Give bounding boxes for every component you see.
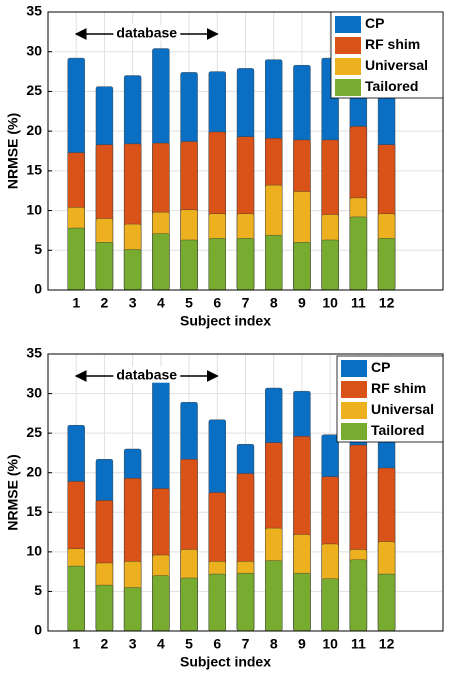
bar (208, 573, 226, 632)
y-tick-label: 25 (26, 82, 42, 98)
y-tick-label: 10 (26, 543, 42, 559)
y-tick-label: 0 (34, 622, 42, 638)
legend-swatch (335, 58, 361, 75)
bar (236, 238, 255, 291)
x-tick-label: 3 (129, 636, 137, 652)
y-tick-label: 20 (26, 122, 42, 138)
y-axis-label: NRMSE (%) (5, 113, 21, 189)
x-tick-label: 11 (351, 295, 366, 311)
bar (377, 238, 396, 291)
y-tick-label: 30 (26, 42, 42, 58)
bar (152, 575, 170, 632)
x-tick-label: 6 (213, 295, 221, 311)
annotation: database (116, 25, 177, 41)
bar (67, 565, 85, 632)
legend-swatch (341, 360, 367, 377)
x-axis-label: Subject index (180, 313, 271, 329)
bar (321, 239, 339, 291)
y-tick-label: 25 (26, 424, 42, 440)
legend-label: RF shim (371, 380, 426, 396)
bar (265, 234, 283, 291)
y-tick-label: 0 (34, 281, 42, 297)
x-tick-label: 5 (185, 636, 193, 652)
x-tick-label: 4 (157, 295, 165, 311)
legend-label: Universal (365, 57, 428, 73)
legend-label: CP (371, 359, 390, 375)
legend-swatch (341, 381, 367, 398)
legend-label: Universal (371, 401, 434, 417)
bar (349, 216, 368, 291)
y-tick-label: 10 (26, 201, 42, 217)
legend-label: Tailored (371, 422, 424, 438)
legend-label: CP (365, 15, 384, 31)
bar (293, 573, 311, 632)
y-tick-label: 5 (34, 241, 42, 257)
bar (180, 239, 198, 291)
bar (349, 559, 368, 632)
bar (293, 242, 311, 291)
axes-box (47, 11, 444, 291)
legend-swatch (341, 423, 367, 440)
x-tick-label: 10 (322, 636, 338, 652)
x-tick-label: 8 (270, 636, 278, 652)
bar (236, 573, 255, 632)
x-tick-label: 7 (242, 636, 250, 652)
legend-swatch (335, 16, 361, 33)
bar (152, 233, 170, 291)
x-tick-label: 9 (298, 295, 306, 311)
bar (377, 573, 396, 632)
bar (180, 577, 198, 632)
x-tick-label: 5 (185, 295, 193, 311)
bar (321, 578, 339, 632)
y-tick-label: 20 (26, 463, 42, 479)
y-axis-label: NRMSE (%) (5, 454, 21, 530)
x-tick-label: 11 (351, 636, 366, 652)
x-tick-label: 2 (101, 636, 109, 652)
x-tick-label: 1 (72, 295, 80, 311)
y-tick-label: 15 (26, 503, 42, 519)
x-tick-label: 12 (379, 636, 395, 652)
bar (208, 238, 226, 291)
y-tick-label: 5 (34, 582, 42, 598)
annotation: database (116, 367, 177, 383)
bar (123, 249, 142, 291)
bar (265, 560, 283, 632)
annotation-bg (113, 366, 181, 383)
x-tick-label: 7 (242, 295, 250, 311)
x-tick-label: 1 (72, 636, 80, 652)
y-tick-label: 15 (26, 162, 42, 178)
bar (67, 227, 85, 291)
bar (95, 242, 114, 291)
legend-swatch (335, 37, 361, 54)
x-tick-label: 8 (270, 295, 278, 311)
y-tick-label: 35 (26, 345, 42, 361)
legend-swatch (335, 79, 361, 96)
y-tick-label: 30 (26, 384, 42, 400)
x-tick-label: 3 (129, 295, 137, 311)
annotation-bg (113, 24, 181, 41)
legend-label: RF shim (365, 36, 420, 52)
x-tick-label: 2 (101, 295, 109, 311)
y-tick-label: 35 (26, 3, 42, 19)
x-tick-label: 9 (298, 636, 306, 652)
legend-swatch (341, 402, 367, 419)
x-tick-label: 6 (213, 636, 221, 652)
x-tick-label: 12 (379, 295, 395, 311)
bar (95, 584, 114, 632)
x-tick-label: 10 (322, 295, 338, 311)
x-axis-label: Subject index (180, 654, 271, 670)
axes-box (47, 353, 444, 632)
x-tick-label: 4 (157, 636, 165, 652)
bar (123, 587, 142, 632)
legend-label: Tailored (365, 78, 418, 94)
